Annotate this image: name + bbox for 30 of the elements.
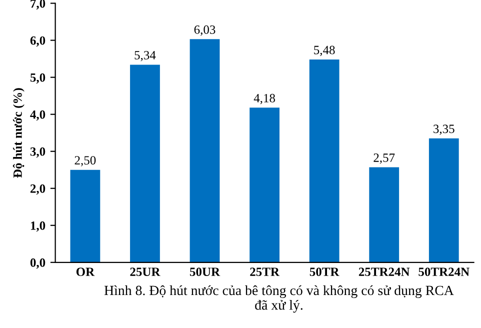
y-tick-label: 0,0 <box>30 258 46 269</box>
y-tick-label: 3,0 <box>30 147 46 158</box>
x-tick-label: 50UR <box>190 268 220 276</box>
y-tick-label: 2,0 <box>30 184 46 195</box>
text: Hình 8. Độ hút nước của bê tông có và không có sử dụng RCA đã xử lý. <box>104 285 454 313</box>
bar <box>369 167 400 262</box>
data-label: 3,35 <box>434 124 454 135</box>
bar <box>250 108 280 262</box>
data-label: 5,48 <box>314 46 335 56</box>
data-label: 5,34 <box>134 51 156 62</box>
bar <box>70 170 100 262</box>
data-label: 4,18 <box>254 94 276 104</box>
data-label: 6,03 <box>194 25 216 36</box>
x-tick-label: 25TR <box>250 268 280 276</box>
y-tick-label: 6,0 <box>30 36 46 47</box>
data-label: 2,50 <box>74 156 96 166</box>
y-axis-title: Độ hút nước (%) <box>12 88 24 178</box>
bar <box>190 39 220 262</box>
x-tick-label: OR <box>76 268 95 276</box>
x-tick-label: 50TR <box>310 268 340 276</box>
x-tick-label: 25UR <box>130 268 160 276</box>
bar <box>130 64 160 262</box>
bar <box>309 60 340 262</box>
x-tick-label: 25TR24N <box>358 268 410 276</box>
x-tick-label: 50TR24N <box>418 268 470 276</box>
bar <box>428 138 459 262</box>
y-tick-label: 5,0 <box>30 73 46 84</box>
y-tick-label: 4,0 <box>30 110 46 121</box>
data-label: 2,57 <box>374 154 395 164</box>
y-tick-label: 1,0 <box>30 221 46 232</box>
